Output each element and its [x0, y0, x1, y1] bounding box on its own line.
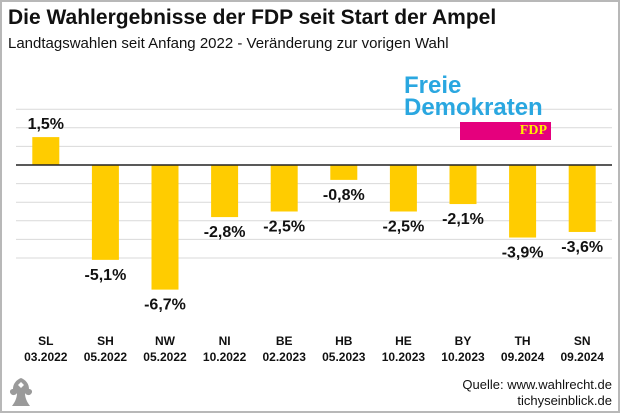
fdp-logo: Freie Demokraten FDP [404, 74, 554, 144]
date-label: 05.2022 [143, 350, 187, 364]
data-label: -3,6% [561, 239, 603, 256]
category-label: NW [155, 334, 176, 348]
date-label: 09.2024 [561, 350, 605, 364]
source-line: Quelle: www.wahlrecht.de [462, 377, 612, 392]
data-label: -2,5% [263, 219, 305, 236]
data-label: -2,8% [204, 224, 246, 241]
bar-sn [568, 165, 596, 232]
data-label: -5,1% [85, 267, 127, 284]
data-label: 1,5% [28, 116, 64, 133]
category-label: TH [515, 334, 531, 348]
bar-sh [91, 165, 119, 260]
logo-text-demokraten: Demokraten [404, 94, 543, 121]
data-label: -2,1% [442, 211, 484, 228]
category-label: BY [455, 334, 472, 348]
logo-badge-text: FDP [519, 123, 547, 138]
category-label: BE [276, 334, 293, 348]
category-label: NI [219, 334, 231, 348]
category-label: SL [38, 334, 53, 348]
data-label: -2,5% [383, 219, 425, 236]
source-note: Quelle: www.wahlrecht.de tichyseinblick.… [462, 377, 612, 409]
bar-hb [330, 165, 358, 180]
date-label: 10.2022 [203, 350, 247, 364]
source-brand: tichyseinblick.de [517, 393, 612, 408]
category-label: HB [335, 334, 353, 348]
category-label: SH [97, 334, 114, 348]
bar-th [509, 165, 537, 238]
date-label: 09.2024 [501, 350, 545, 364]
bar-nw [151, 165, 179, 290]
date-label: 03.2022 [24, 350, 68, 364]
logo-text-freie: Freie [404, 72, 462, 99]
category-label: HE [395, 334, 412, 348]
date-label: 10.2023 [382, 350, 426, 364]
bar-be [270, 165, 298, 212]
chart-subtitle: Landtagswahlen seit Anfang 2022 - Veränd… [8, 35, 449, 52]
logo-badge: FDP [460, 122, 551, 140]
date-label: 05.2023 [322, 350, 366, 364]
date-label: 10.2023 [441, 350, 485, 364]
date-label: 02.2023 [263, 350, 307, 364]
bar-by [449, 165, 477, 205]
bar-ni [211, 165, 239, 218]
data-label: -3,9% [502, 245, 544, 262]
bar-sl [32, 137, 60, 165]
date-label: 05.2022 [84, 350, 128, 364]
data-label: -0,8% [323, 187, 365, 204]
brand-eagle-icon [9, 378, 33, 406]
data-label: -6,7% [144, 297, 186, 314]
chart-title: Die Wahlergebnisse der FDP seit Start de… [8, 6, 497, 29]
category-label: SN [574, 334, 591, 348]
bar-he [389, 165, 417, 212]
